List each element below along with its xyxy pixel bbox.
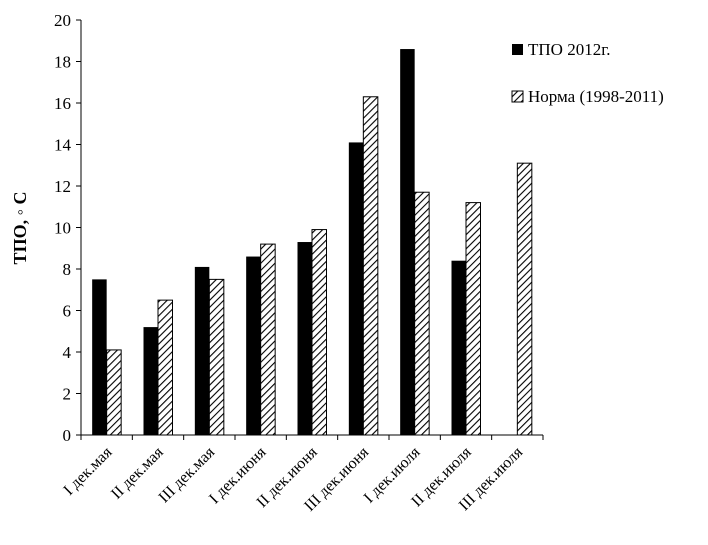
bar-tpo-2012: [246, 256, 261, 435]
y-tick-label: 4: [63, 343, 72, 362]
bars: [92, 49, 533, 436]
y-tick-label: 6: [63, 302, 72, 321]
bar-norma: [414, 191, 430, 436]
bar-tpo-2012: [348, 142, 364, 436]
legend-label-tpo-2012: ТПО 2012г.: [528, 40, 611, 59]
bar-norma: [465, 202, 481, 436]
y-tick-label: 0: [63, 426, 72, 445]
bar-norma: [260, 243, 276, 436]
legend-label-norma: Норма (1998-2011): [528, 87, 664, 106]
bar-tpo-2012: [143, 327, 158, 435]
legend-swatch-norma: [511, 90, 524, 103]
bar-norma: [362, 96, 379, 436]
y-tick-label: 8: [63, 260, 72, 279]
bar-tpo-2012: [92, 279, 107, 435]
legend-swatch-tpo-2012: [512, 44, 523, 55]
bar-norma: [516, 162, 533, 436]
bar-tpo-2012: [194, 266, 210, 435]
legend: ТПО 2012г. Норма (1998-2011): [511, 40, 664, 106]
bar-norma: [106, 349, 122, 436]
y-tick-label: 16: [54, 94, 71, 113]
y-tick-label: 10: [54, 219, 71, 238]
bar-norma: [208, 278, 225, 436]
bar-tpo-2012: [400, 49, 415, 436]
bar-norma: [311, 229, 327, 436]
y-axis-ticks: 0 2 4 6 8 10 12 14 16 18 20: [54, 11, 81, 445]
y-tick-label: 12: [54, 177, 71, 196]
y-tick-label: 20: [54, 11, 71, 30]
y-tick-label: 14: [54, 136, 72, 155]
y-tick-label: 18: [54, 53, 71, 72]
bar-norma: [157, 299, 173, 436]
y-axis-title: ТПО, ◦ С: [10, 192, 30, 265]
y-tick-label: 2: [63, 385, 72, 404]
bar-tpo-2012: [297, 242, 312, 435]
axes: [80, 20, 544, 440]
bar-tpo-2012: [451, 260, 466, 435]
